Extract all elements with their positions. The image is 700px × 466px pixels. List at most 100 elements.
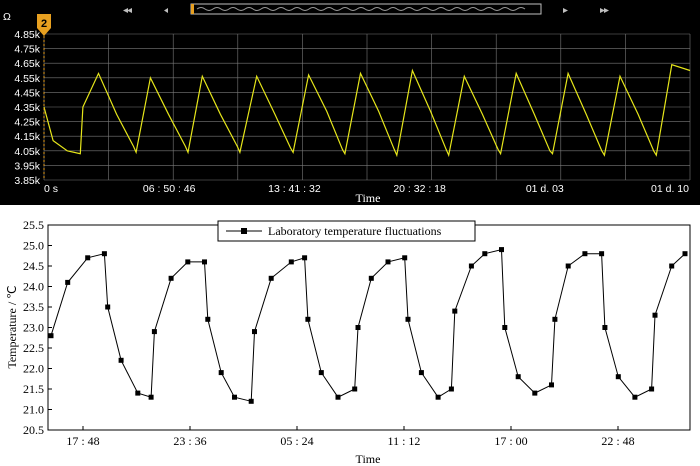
temperature-data-point (602, 325, 608, 330)
resistance-x-tick-label: 20 : 32 : 18 (393, 183, 446, 195)
temperature-data-point (652, 312, 658, 318)
temperature-data-point (599, 251, 605, 257)
resistance-y-tick-label: 3.95k (14, 160, 40, 172)
temperature-data-point (65, 279, 71, 285)
legend-box (217, 220, 476, 242)
resistance-chart: 4.85k 4.75k 4.65k 4.55k 4.45k 4.35k 4.25k 4.15k… (0, 0, 700, 205)
temperature-y-tick-label: 21.5 (23, 382, 44, 396)
temperature-series-markers (48, 247, 688, 404)
temperature-data-point (268, 275, 274, 281)
temperature-data-point (288, 259, 294, 265)
temperature-data-point (552, 316, 558, 322)
resistance-x-ticks: 0 s 06 : 50 : 46 13 : 41 : 32 20 : 32 : 18 0… (44, 183, 689, 195)
temperature-data-point (532, 390, 538, 396)
temperature-x-tick-label: 23 : 36 (173, 434, 206, 448)
resistance-y-tick-label: 4.65k (14, 58, 40, 70)
resistance-x-tick-label: 01 d. 10 (651, 183, 689, 195)
temperature-data-point (582, 251, 588, 257)
timeline-overview-trace (196, 7, 526, 11)
temperature-data-point (218, 370, 224, 376)
time-marker-icon[interactable] (37, 14, 51, 36)
temperature-data-point (649, 386, 655, 392)
temperature-data-point (499, 247, 504, 253)
temperature-x-tick-label: 17 : 00 (494, 434, 527, 448)
temperature-y-tick-label: 25.5 (23, 218, 44, 232)
resistance-x-tick-label: 13 : 41 : 32 (268, 183, 321, 195)
temperature-data-point (185, 259, 191, 265)
temperature-data-point (682, 251, 688, 257)
temperature-data-point (205, 316, 211, 322)
step-back-icon[interactable] (164, 8, 168, 13)
temperature-data-point (632, 394, 638, 400)
temperature-data-point (85, 255, 91, 261)
temperature-y-ticks: 25.5 25.0 24.5 24.0 23.5 23.0 22.5 22.0 21.5 21.0… (23, 218, 52, 437)
temperature-data-point (405, 316, 411, 322)
temperature-y-tick-label: 24.0 (23, 280, 44, 294)
resistance-y-tick-label: 4.45k (14, 87, 40, 99)
forward-fast-icon[interactable] (600, 8, 605, 13)
resistance-y-tick-label: 4.05k (14, 146, 40, 158)
rewind-fast-icon[interactable] (127, 8, 132, 13)
resistance-y-axis-label: Ω (3, 11, 11, 23)
resistance-y-tick-label: 4.15k (14, 131, 40, 143)
resistance-y-tick-label: 4.25k (14, 117, 40, 129)
temperature-data-point (502, 325, 508, 330)
resistance-x-tick-label: 06 : 50 : 46 (143, 183, 196, 195)
temperature-data-point (669, 263, 675, 269)
temperature-data-point (118, 357, 124, 363)
temperature-data-point (101, 251, 107, 257)
temperature-y-tick-label: 20.5 (23, 423, 44, 437)
temperature-data-point (48, 333, 54, 339)
temperature-y-tick-label: 22.5 (23, 341, 44, 355)
temperature-y-tick-label: 23.5 (23, 300, 44, 314)
temperature-chart-background (0, 205, 700, 466)
temperature-data-point (452, 308, 458, 314)
resistance-y-tick-label: 4.75k (14, 44, 40, 56)
temperature-x-tick-label: 17 : 48 (66, 434, 99, 448)
temperature-data-point (135, 390, 141, 396)
temperature-data-point (549, 382, 554, 388)
temperature-data-point (335, 394, 341, 400)
temperature-data-point (402, 255, 408, 261)
temperature-y-axis-label: Temperature / ℃ (5, 285, 19, 368)
temperature-y-tick-label: 22.0 (23, 362, 44, 376)
step-forward-icon[interactable] (563, 8, 568, 13)
temperature-data-point (482, 251, 488, 257)
temperature-data-point (352, 386, 358, 392)
temperature-data-point (168, 275, 174, 281)
temperature-y-tick-label: 23.0 (23, 321, 44, 335)
temperature-data-point (385, 259, 391, 265)
temperature-data-point (468, 263, 474, 269)
temperature-x-tick-label: 22 : 48 (601, 434, 634, 448)
time-marker-label: 2 (41, 18, 47, 30)
timeline-scrollbar[interactable] (123, 3, 609, 15)
legend: Laboratory temperature fluctuations (217, 220, 476, 242)
temperature-data-point (302, 255, 308, 261)
temperature-data-point (448, 386, 454, 392)
legend-marker-sample (241, 228, 247, 234)
temperature-data-point (318, 370, 324, 376)
temperature-data-point (355, 325, 361, 330)
temperature-data-point (148, 394, 154, 400)
resistance-x-axis-label: Time (356, 191, 381, 205)
temperature-data-point (202, 259, 207, 265)
temperature-data-point (565, 263, 571, 269)
temperature-data-point (435, 394, 441, 400)
temperature-chart: 25.5 25.0 24.5 24.0 23.5 23.0 22.5 22.0 21.5 21.0… (0, 205, 700, 466)
forward-fast-icon-2[interactable] (604, 8, 609, 13)
resistance-chart-background (0, 0, 700, 205)
timeline-overview-handle[interactable] (191, 4, 194, 14)
legend-label: Laboratory temperature fluctuations (268, 224, 442, 238)
temperature-y-tick-label: 24.5 (23, 259, 44, 273)
temperature-data-point (615, 374, 621, 380)
temperature-data-point (252, 329, 257, 335)
resistance-x-tick-label: 01 d. 03 (526, 183, 564, 195)
rewind-fast-icon-2[interactable] (123, 8, 128, 13)
temperature-data-point (368, 275, 374, 281)
temperature-x-axis-label: Time (356, 452, 381, 466)
resistance-gridlines (43, 33, 691, 181)
temperature-data-point (248, 398, 254, 404)
resistance-x-tick-label: 0 s (44, 183, 58, 195)
resistance-y-tick-label: 4.55k (14, 73, 40, 85)
